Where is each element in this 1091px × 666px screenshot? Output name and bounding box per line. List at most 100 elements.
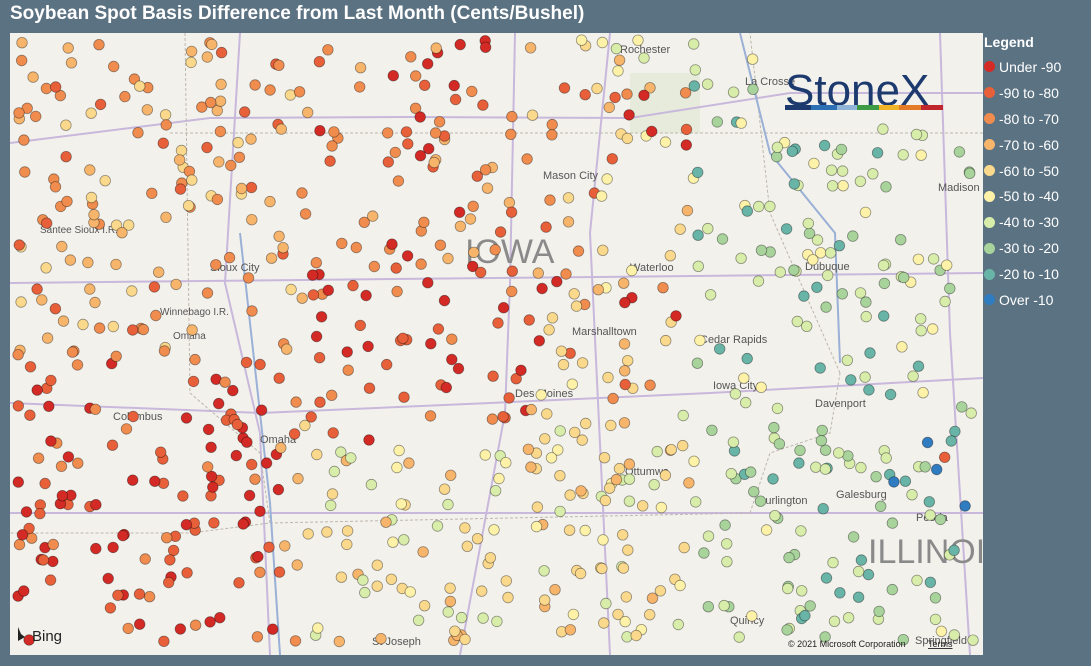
location-dot: [371, 580, 383, 592]
location-dot: [77, 318, 89, 331]
legend-item[interactable]: -40 to -30: [984, 209, 1061, 235]
location-dot: [503, 196, 516, 209]
legend-label: -70 to -60: [999, 136, 1059, 153]
location-dot: [31, 384, 43, 396]
location-dot: [555, 345, 568, 357]
location-dot: [313, 56, 326, 68]
location-dot: [357, 574, 369, 586]
location-dot: [133, 588, 146, 600]
legend-item[interactable]: -90 to -80: [984, 80, 1061, 106]
location-dot: [312, 622, 324, 634]
location-dot: [871, 147, 884, 159]
location-dot: [116, 226, 128, 239]
location-dot: [428, 156, 440, 169]
location-dot: [824, 247, 837, 259]
location-dot: [150, 309, 162, 322]
location-dot: [572, 245, 585, 257]
location-dot: [562, 192, 575, 204]
location-dot: [564, 489, 576, 501]
location-dot: [780, 223, 793, 235]
location-dot: [350, 241, 363, 254]
location-dot: [341, 538, 353, 551]
location-dot: [15, 296, 27, 308]
legend-item[interactable]: -20 to -10: [984, 261, 1061, 287]
location-dot: [489, 485, 502, 497]
location-dot: [919, 461, 931, 473]
location-dot: [162, 576, 175, 589]
location-dot: [400, 126, 413, 138]
location-dot: [471, 533, 484, 545]
location-dot: [61, 195, 73, 208]
location-dot: [623, 473, 636, 485]
location-dot: [265, 252, 278, 264]
location-dot: [760, 524, 773, 536]
location-dot: [802, 217, 815, 230]
location-dot: [207, 481, 219, 493]
location-dot: [215, 46, 228, 59]
location-dot: [747, 83, 759, 96]
legend-item[interactable]: Over -10: [984, 287, 1061, 313]
location-dot: [568, 288, 580, 300]
location-dot: [201, 287, 214, 299]
location-dot: [107, 541, 119, 554]
terms-link[interactable]: Terms: [928, 639, 953, 649]
location-dot: [158, 345, 171, 357]
location-dot: [149, 475, 161, 488]
legend-item[interactable]: -50 to -40: [984, 183, 1061, 209]
map[interactable]: Rochester La Crosse Mason City Madison Sante…: [10, 33, 983, 655]
location-dot: [186, 324, 198, 336]
location-dot: [382, 127, 394, 139]
location-dot: [618, 338, 631, 350]
legend-item[interactable]: Under -90: [984, 54, 1061, 80]
location-dot: [389, 146, 402, 159]
location-dot: [444, 595, 457, 608]
location-dot: [157, 137, 170, 149]
location-dot: [292, 472, 304, 485]
location-dot: [467, 260, 479, 273]
location-dot: [387, 70, 400, 82]
location-dot: [230, 449, 243, 462]
location-dot: [746, 610, 758, 622]
location-dot: [327, 427, 339, 439]
location-dot: [774, 266, 787, 278]
location-dot: [452, 362, 465, 375]
location-dot: [702, 601, 715, 613]
location-dot: [603, 101, 616, 114]
location-dot: [302, 106, 314, 119]
location-dot: [897, 149, 909, 161]
location-dot: [468, 246, 480, 259]
location-dot: [275, 442, 287, 454]
location-dot: [576, 357, 589, 369]
location-dot: [15, 54, 28, 67]
location-dot: [525, 403, 538, 416]
location-dot: [139, 553, 151, 565]
location-dot: [275, 123, 288, 135]
place-label: Cedar Rapids: [700, 334, 768, 346]
location-dot: [93, 322, 106, 334]
legend-item[interactable]: -70 to -60: [984, 132, 1061, 158]
location-dot: [315, 311, 328, 323]
legend-item[interactable]: -30 to -20: [984, 235, 1061, 261]
location-dot: [159, 109, 172, 121]
location-dot: [570, 300, 583, 312]
place-label: Omaha: [260, 434, 297, 446]
legend-item[interactable]: -80 to -70: [984, 106, 1061, 132]
location-dot: [440, 381, 453, 394]
place-label: Waterloo: [630, 262, 674, 274]
location-dot: [654, 585, 667, 597]
location-dot: [40, 262, 52, 274]
location-dot: [825, 164, 838, 176]
location-dot: [264, 84, 276, 96]
location-dot: [345, 452, 357, 464]
location-dot: [254, 566, 266, 579]
location-dot: [213, 156, 225, 168]
location-dot: [935, 625, 948, 638]
location-dot: [397, 332, 409, 345]
legend-item[interactable]: -60 to -50: [984, 158, 1061, 184]
location-dot: [622, 544, 634, 556]
location-dot: [551, 275, 563, 288]
location-dot: [306, 269, 319, 281]
location-dot: [212, 397, 225, 410]
location-dot: [24, 409, 36, 421]
location-dot: [810, 461, 822, 473]
